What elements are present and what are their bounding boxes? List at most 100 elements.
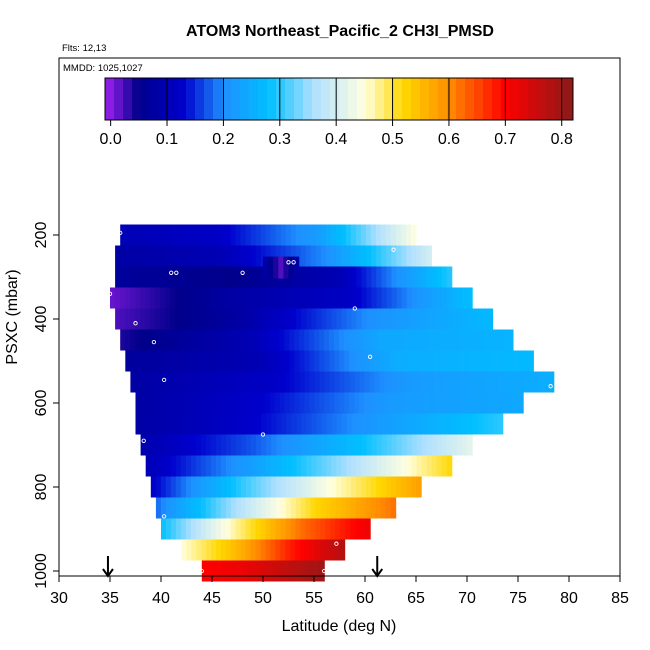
heatmap-cell [120,224,126,246]
heatmap-cell [271,413,277,435]
heatmap-cell [281,308,287,330]
heatmap-cell [316,455,322,477]
heatmap-cell [443,350,450,372]
heatmap-cell [220,308,227,330]
colorbar-tick-label: 0.3 [269,131,291,148]
heatmap-cell [274,350,281,372]
heatmap-cell [130,224,136,246]
heatmap-cell [164,329,171,351]
heatmap-cell [270,518,277,540]
x-axis: 30 35 40 45 50 55 60 65 70 75 80 85 [50,576,629,607]
heatmap-cell [388,392,395,414]
colorbar-segment [546,78,556,120]
heatmap-cell [255,287,262,309]
heatmap-cell [446,434,453,456]
heatmap-cell [441,455,448,477]
heatmap-cell [350,224,357,246]
heatmap-cell [513,392,519,414]
heatmap-cell [280,539,286,561]
heatmap-cell [401,455,408,477]
heatmap-cell [381,434,388,456]
heatmap-cell-highlight [273,256,279,279]
heatmap-cell [488,392,494,414]
heatmap-cell [185,434,192,456]
sample-point [151,339,157,345]
heatmap-cell [346,413,353,435]
heatmap-cell [396,266,403,288]
heatmap-cell [256,455,262,477]
heatmap-cell [373,329,380,351]
heatmap-cell [255,245,262,267]
heatmap-cell [467,434,473,456]
heatmap-cell [349,371,356,393]
heatmap-cell [448,350,455,372]
heatmap-cell [245,245,252,267]
heatmap-cell [236,455,242,477]
heatmap-cell [240,518,247,540]
heatmap-cell [300,266,307,288]
heatmap-cell [185,497,192,519]
heatmap-cell [356,245,362,267]
heatmap-cell [463,329,469,351]
heatmap-cell [421,245,427,267]
heatmap-cell [401,287,408,309]
heatmap-cell [184,329,191,351]
heatmap-cell [220,455,227,477]
heatmap-cell [155,413,162,435]
heatmap-cell [249,350,256,372]
heatmap-cell [265,497,272,519]
heatmap-cell [130,329,136,351]
sample-point [169,270,174,275]
heatmap-cell [360,497,367,519]
heatmap-cell [314,392,320,414]
heatmap-cell [376,308,383,330]
heatmap-cell [306,308,312,330]
heatmap-cell [518,371,525,393]
heatmap-cell [200,266,207,288]
heatmap-cell [230,308,237,330]
heatmap-cell [230,518,237,540]
heatmap-cell [296,287,302,309]
colorbar-segment [177,78,187,120]
heatmap-cell [351,287,358,309]
heatmap-cell [288,560,295,582]
heatmap-cell [195,308,202,330]
heatmap-cell [160,371,166,393]
heatmap-cell [115,266,121,288]
heatmap-cell [165,287,171,309]
heatmap-cell [246,434,252,456]
heatmap-cell [206,560,213,582]
sample-point [322,568,327,574]
heatmap-cell [250,539,257,561]
heatmap-cell [286,308,292,330]
heatmap-cell [165,455,172,477]
heatmap-cell [427,413,433,435]
heatmap-cell [503,350,510,372]
heatmap-cell [219,392,226,414]
heatmap-cell [155,497,162,519]
heatmap-cell [406,287,413,309]
heatmap-cell [252,560,259,582]
heatmap-cell [350,497,357,519]
heatmap-cell [227,560,233,582]
colorbar-tick-label: 0.2 [212,131,234,148]
heatmap-cell [344,371,351,393]
heatmap-cell [160,392,166,414]
heatmap-cell [432,413,438,435]
heatmap-cell [165,434,172,456]
x-tick-label: 75 [509,590,527,607]
heatmap-cell [360,518,366,540]
heatmap-cell [145,455,152,477]
heatmap-cell [204,329,211,351]
heatmap-cell [245,497,252,519]
sample-point [260,432,266,437]
colorbar-segment [222,78,232,120]
heatmap-cell [225,245,232,267]
heatmap-cell [528,371,535,393]
heatmap-cell [185,413,192,435]
heatmap-cell [441,266,448,288]
sample-point [240,270,245,275]
heatmap-cell-highlight [283,256,289,279]
heatmap-cell [336,434,343,456]
heatmap-cell [175,413,182,435]
